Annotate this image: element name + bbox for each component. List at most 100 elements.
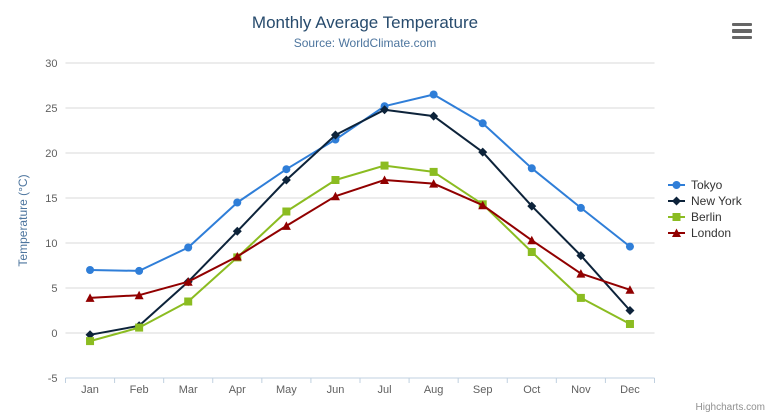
x-tick-label: Oct	[523, 384, 540, 396]
series-london[interactable]	[85, 175, 635, 302]
legend-marker-icon	[668, 213, 685, 221]
y-tick-label: 10	[45, 238, 57, 250]
hamburger-icon	[732, 22, 752, 27]
chart-subtitle: Source: WorldClimate.com	[293, 36, 437, 50]
triangle-marker-icon	[134, 290, 144, 300]
series-line-london	[89, 179, 631, 299]
x-tick-label: Jul	[378, 384, 392, 396]
chart-title: Monthly Average Temperature	[251, 13, 479, 32]
diamond-marker-icon	[380, 105, 390, 115]
square-marker-icon	[135, 323, 144, 332]
x-axis-labels: Jan Feb Mar Apr May Jun Jul Aug Sep Oct Nov Dec	[81, 384, 640, 396]
legend-marker-icon	[668, 181, 685, 189]
square-marker-icon	[282, 207, 291, 216]
x-tick-label: Feb	[130, 384, 149, 396]
square-marker-icon	[527, 248, 536, 256]
legend-item-label: New York	[691, 194, 742, 208]
diamond-marker-icon	[576, 251, 586, 261]
square-marker-icon	[331, 176, 340, 184]
square-marker-icon	[625, 320, 634, 328]
y-axis-labels: -5 0 5 10 15 20 25 30	[45, 58, 57, 385]
y-axis-title: Temperature (°C)	[16, 174, 30, 266]
triangle-marker-icon	[478, 200, 488, 210]
x-tick-label: Sep	[473, 384, 493, 396]
circle-marker-icon	[233, 198, 242, 207]
diamond-marker-icon	[527, 201, 537, 211]
legend-item-berlin[interactable]: Berlin	[668, 209, 742, 225]
circle-marker-icon	[86, 266, 95, 274]
hamburger-icon	[732, 29, 752, 33]
y-tick-label: 0	[51, 328, 57, 340]
y-tick-label: 15	[45, 193, 57, 205]
export-menu-button[interactable]	[730, 20, 754, 42]
square-marker-icon	[429, 167, 438, 176]
diamond-marker-icon	[672, 196, 681, 206]
diamond-marker-icon	[232, 226, 242, 236]
series-tokyo[interactable]	[86, 90, 634, 275]
diamond-marker-icon	[478, 147, 488, 157]
triangle-marker-icon	[232, 252, 242, 261]
credits-link[interactable]: Highcharts.com	[695, 402, 765, 413]
triangle-marker-icon	[527, 235, 537, 245]
circle-marker-icon	[576, 203, 585, 212]
x-tick-label: Dec	[620, 384, 640, 396]
legend-item-label: London	[691, 226, 732, 240]
triangle-marker-icon	[625, 285, 635, 294]
legend-item-label: Tokyo	[691, 178, 723, 192]
x-tick-label: Apr	[229, 384, 246, 396]
legend-marker-icon	[668, 196, 685, 206]
triangle-marker-icon	[380, 175, 390, 184]
circle-marker-icon	[282, 165, 291, 174]
circle-marker-icon	[672, 181, 681, 189]
x-tick-label: Jun	[327, 384, 345, 396]
y-gridlines	[65, 62, 655, 379]
x-tick-label: Jan	[81, 384, 99, 396]
circle-marker-icon	[625, 242, 634, 251]
x-tick-label: Aug	[424, 384, 444, 396]
y-tick-label: -5	[48, 373, 58, 385]
square-marker-icon	[380, 161, 389, 170]
square-marker-icon	[672, 213, 681, 221]
x-tick-label: May	[276, 384, 297, 396]
square-marker-icon	[184, 297, 193, 306]
legend-item-new-york[interactable]: New York	[668, 193, 742, 209]
diamond-marker-icon	[85, 330, 95, 340]
series-line-new-york	[89, 108, 631, 336]
square-marker-icon	[576, 293, 585, 302]
diamond-marker-icon	[330, 130, 340, 140]
diamond-marker-icon	[281, 175, 291, 185]
series-new-york[interactable]	[85, 105, 635, 340]
triangle-marker-icon	[85, 293, 95, 302]
x-axis-ticks	[65, 378, 655, 383]
legend-item-tokyo[interactable]: Tokyo	[668, 177, 742, 193]
diamond-marker-icon	[625, 306, 635, 315]
legend-item-london[interactable]: London	[668, 225, 742, 241]
triangle-marker-icon	[183, 277, 193, 286]
triangle-marker-icon	[576, 269, 586, 278]
hamburger-icon	[732, 35, 752, 40]
x-tick-label: Nov	[571, 384, 591, 396]
series-line-tokyo	[89, 93, 631, 272]
circle-marker-icon	[527, 164, 536, 173]
circle-marker-icon	[478, 119, 487, 128]
legend-marker-icon	[668, 228, 685, 237]
triangle-marker-icon	[429, 179, 439, 188]
triangle-marker-icon	[281, 221, 291, 230]
legend-item-label: Berlin	[691, 210, 722, 224]
y-tick-label: 5	[51, 283, 57, 295]
y-tick-label: 30	[45, 58, 57, 70]
y-tick-label: 25	[45, 103, 57, 115]
series-line-berlin	[89, 164, 631, 343]
y-tick-label: 20	[45, 148, 57, 160]
circle-marker-icon	[135, 266, 144, 275]
triangle-marker-icon	[672, 228, 681, 237]
square-marker-icon	[86, 337, 95, 346]
circle-marker-icon	[184, 243, 193, 252]
diamond-marker-icon	[429, 111, 439, 121]
legend: Tokyo New York Berlin London	[668, 177, 742, 241]
x-tick-label: Mar	[179, 384, 198, 396]
circle-marker-icon	[429, 90, 438, 99]
triangle-marker-icon	[330, 191, 340, 201]
